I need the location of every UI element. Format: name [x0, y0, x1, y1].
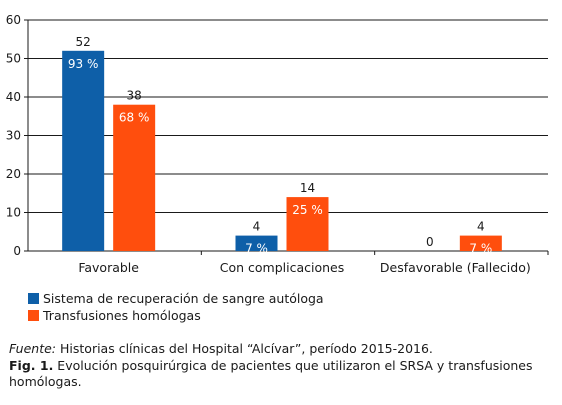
- value-label-s0-cat-1: 4: [253, 220, 261, 234]
- y-tick-label-30: 30: [6, 129, 21, 143]
- bar-s1-cat-0: [113, 104, 156, 251]
- bar-s0-cat-1: [235, 235, 278, 251]
- legend-swatch-srsa: [28, 293, 39, 304]
- value-label-s1-cat-2: 4: [477, 220, 485, 234]
- percent-label-s1-cat-2: 7 %: [469, 242, 492, 256]
- percent-label-s0-cat-1: 7 %: [245, 242, 268, 256]
- percent-label-s1-cat-0: 68 %: [119, 111, 150, 125]
- bar-s1-cat-2: [459, 235, 502, 251]
- legend-label-srsa: Sistema de recuperación de sangre autólo…: [43, 291, 324, 306]
- bar-s0-cat-0: [62, 50, 105, 251]
- percent-label-s1-cat-1: 25 %: [292, 203, 323, 217]
- percent-label-s0-cat-0: 93 %: [68, 57, 99, 71]
- legend-item-srsa: Sistema de recuperación de sangre autólo…: [28, 290, 324, 307]
- category-label-cat-0: Favorable: [78, 260, 139, 275]
- y-tick-label-20: 20: [6, 167, 21, 181]
- figure-caption: Fuente: Historias clínicas del Hospital …: [9, 341, 554, 391]
- source-text: Historias clínicas del Hospital “Alcívar…: [56, 341, 433, 356]
- value-label-s1-cat-1: 14: [300, 181, 315, 195]
- legend-swatch-transfusiones: [28, 310, 39, 321]
- y-tick-label-60: 60: [6, 13, 21, 27]
- source-label: Fuente:: [9, 341, 57, 356]
- y-tick-label-10: 10: [6, 206, 21, 220]
- category-label-cat-1: Con complicaciones: [220, 260, 345, 275]
- figure-label: Fig. 1.: [9, 357, 54, 373]
- figure-text: Evolución posquirúrgica de pacientes que…: [9, 357, 533, 390]
- legend-item-transfusiones: Transfusiones homólogas: [28, 307, 324, 324]
- y-tick-label-40: 40: [6, 90, 21, 104]
- legend-label-transfusiones: Transfusiones homólogas: [43, 308, 201, 323]
- y-tick-label-0: 0: [13, 244, 21, 258]
- value-label-s1-cat-0: 38: [127, 89, 142, 103]
- y-tick-label-50: 50: [6, 52, 21, 66]
- source-line: Fuente: Historias clínicas del Hospital …: [9, 341, 554, 358]
- figure-line: Fig. 1. Evolución posquirúrgica de pacie…: [9, 358, 554, 391]
- category-label-cat-2: Desfavorable (Fallecido): [380, 260, 531, 275]
- legend: Sistema de recuperación de sangre autólo…: [28, 290, 324, 324]
- value-label-s0-cat-0: 52: [76, 35, 91, 49]
- value-label-s0-cat-2: 0: [426, 235, 434, 249]
- bar-s1-cat-1: [286, 197, 329, 251]
